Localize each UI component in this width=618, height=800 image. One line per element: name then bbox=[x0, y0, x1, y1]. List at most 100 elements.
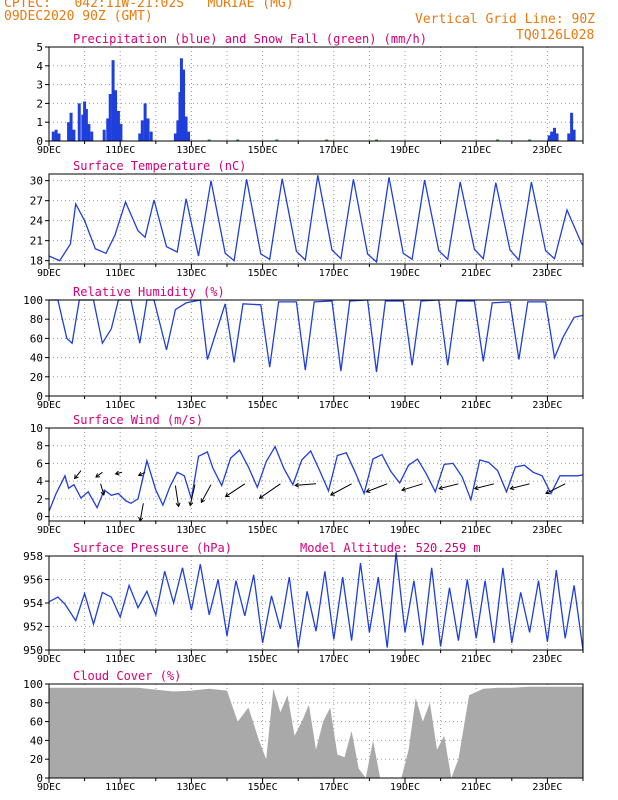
x-date-label: 9DEC bbox=[37, 268, 61, 279]
series-line bbox=[48, 445, 584, 512]
precip-bar bbox=[143, 103, 147, 141]
wind-arrowhead bbox=[294, 482, 300, 488]
wind-arrow bbox=[330, 483, 352, 496]
wind-arrowhead bbox=[175, 502, 181, 508]
panel-subtitle: Model Altitude: 520.259 m bbox=[300, 541, 481, 555]
x-date-label: 11DEC bbox=[105, 268, 135, 279]
panel-title: Cloud Cover (%) bbox=[73, 669, 181, 683]
wind-arrowhead bbox=[438, 485, 444, 491]
precip-bar bbox=[102, 129, 106, 141]
wind-arrow bbox=[138, 471, 146, 476]
wind-arrow bbox=[259, 483, 281, 499]
panel-frame bbox=[48, 427, 584, 522]
y-tick-label: 956 bbox=[23, 574, 43, 587]
panel-frame bbox=[48, 173, 584, 265]
precip-bar bbox=[57, 133, 61, 141]
y-tick-label: 100 bbox=[23, 294, 43, 307]
series-line bbox=[48, 552, 584, 651]
y-tick-label: 5 bbox=[36, 41, 43, 54]
x-date-label: 11DEC bbox=[105, 654, 135, 665]
y-tick-label: 958 bbox=[23, 550, 43, 563]
precip-bar bbox=[83, 101, 87, 141]
y-tick-label: 0 bbox=[36, 772, 43, 785]
wind-arrowhead bbox=[365, 488, 371, 493]
precip-bar bbox=[570, 112, 574, 141]
x-date-label: 13DEC bbox=[176, 525, 206, 536]
precip-bar bbox=[187, 131, 191, 141]
wind-arrowhead bbox=[258, 494, 264, 499]
precip-bar bbox=[182, 69, 186, 141]
model-code: TQ0126L028 bbox=[516, 28, 595, 43]
y-tick-label: 952 bbox=[23, 621, 43, 634]
wind-arrow bbox=[439, 483, 459, 490]
x-date-label: 15DEC bbox=[248, 400, 278, 411]
snowfall-bar bbox=[325, 139, 329, 141]
precip-bar bbox=[179, 58, 183, 141]
y-tick-label: 60 bbox=[30, 332, 43, 345]
precip-bar bbox=[69, 112, 73, 141]
x-date-label: 21DEC bbox=[461, 525, 491, 536]
precip-bar bbox=[547, 135, 551, 141]
precip-bar bbox=[138, 133, 142, 141]
precip-bar bbox=[111, 60, 115, 141]
panel-title: Precipitation (blue) and Snow Fall (gree… bbox=[73, 32, 427, 46]
y-tick-label: 30 bbox=[30, 175, 43, 188]
x-date-label: 11DEC bbox=[105, 400, 135, 411]
precip-bar bbox=[81, 114, 85, 141]
wind-arrow bbox=[401, 483, 423, 491]
y-tick-label: 60 bbox=[30, 716, 43, 729]
precip-bar bbox=[77, 103, 81, 141]
y-tick-label: 18 bbox=[30, 255, 43, 268]
precip-bar bbox=[553, 127, 557, 141]
precip-bar bbox=[54, 129, 58, 141]
y-tick-label: 950 bbox=[23, 644, 43, 657]
x-date-label: 21DEC bbox=[461, 782, 491, 793]
wind-arrowhead bbox=[114, 470, 120, 476]
run-time-label: 09DEC2020 90Z (GMT) bbox=[4, 9, 153, 24]
y-tick-label: 4 bbox=[36, 60, 43, 73]
x-date-label: 15DEC bbox=[248, 782, 278, 793]
x-date-label: 17DEC bbox=[319, 525, 349, 536]
x-date-label: 13DEC bbox=[176, 400, 206, 411]
x-date-label: 15DEC bbox=[248, 654, 278, 665]
wind-arrowhead bbox=[224, 492, 230, 498]
x-date-label: 19DEC bbox=[390, 782, 420, 793]
x-date-label: 11DEC bbox=[105, 782, 135, 793]
vertical-grid-note: Vertical Grid Line: 90Z bbox=[415, 12, 596, 27]
wind-arrowhead bbox=[329, 491, 335, 496]
x-date-label: 19DEC bbox=[390, 145, 420, 156]
x-date-label: 11DEC bbox=[105, 145, 135, 156]
y-tick-label: 0 bbox=[36, 135, 43, 148]
wind-arrow bbox=[545, 483, 566, 494]
precip-bar bbox=[90, 131, 94, 141]
wind-arrow bbox=[115, 471, 123, 475]
panel-title: Surface Wind (m/s) bbox=[73, 413, 203, 427]
x-date-label: 11DEC bbox=[105, 525, 135, 536]
x-date-label: 19DEC bbox=[390, 654, 420, 665]
series-line bbox=[48, 175, 584, 264]
wind-arrowhead bbox=[545, 489, 551, 495]
y-tick-label: 2 bbox=[36, 97, 43, 110]
x-date-label: 23DEC bbox=[532, 268, 562, 279]
wind-arrowhead bbox=[509, 485, 515, 491]
x-date-label: 17DEC bbox=[319, 654, 349, 665]
snowfall-bar bbox=[275, 139, 279, 141]
wind-arrow bbox=[200, 484, 212, 503]
wind-arrow bbox=[174, 485, 180, 507]
panel-title: Surface Temperature (nC) bbox=[73, 159, 246, 173]
precip-bar bbox=[119, 124, 123, 141]
wind-arrowhead bbox=[95, 473, 101, 478]
snowfall-bar bbox=[496, 139, 500, 141]
x-date-label: 19DEC bbox=[390, 268, 420, 279]
y-tick-label: 954 bbox=[23, 597, 43, 610]
wind-arrowhead bbox=[100, 490, 106, 496]
x-date-label: 13DEC bbox=[176, 145, 206, 156]
x-date-label: 23DEC bbox=[532, 782, 562, 793]
x-date-label: 13DEC bbox=[176, 782, 206, 793]
x-date-label: 15DEC bbox=[248, 525, 278, 536]
x-date-label: 13DEC bbox=[176, 654, 206, 665]
panel-frame bbox=[48, 683, 584, 779]
x-date-label: 17DEC bbox=[319, 145, 349, 156]
panel-title: Relative Humidity (%) bbox=[73, 285, 225, 299]
precip-bar bbox=[184, 116, 188, 141]
